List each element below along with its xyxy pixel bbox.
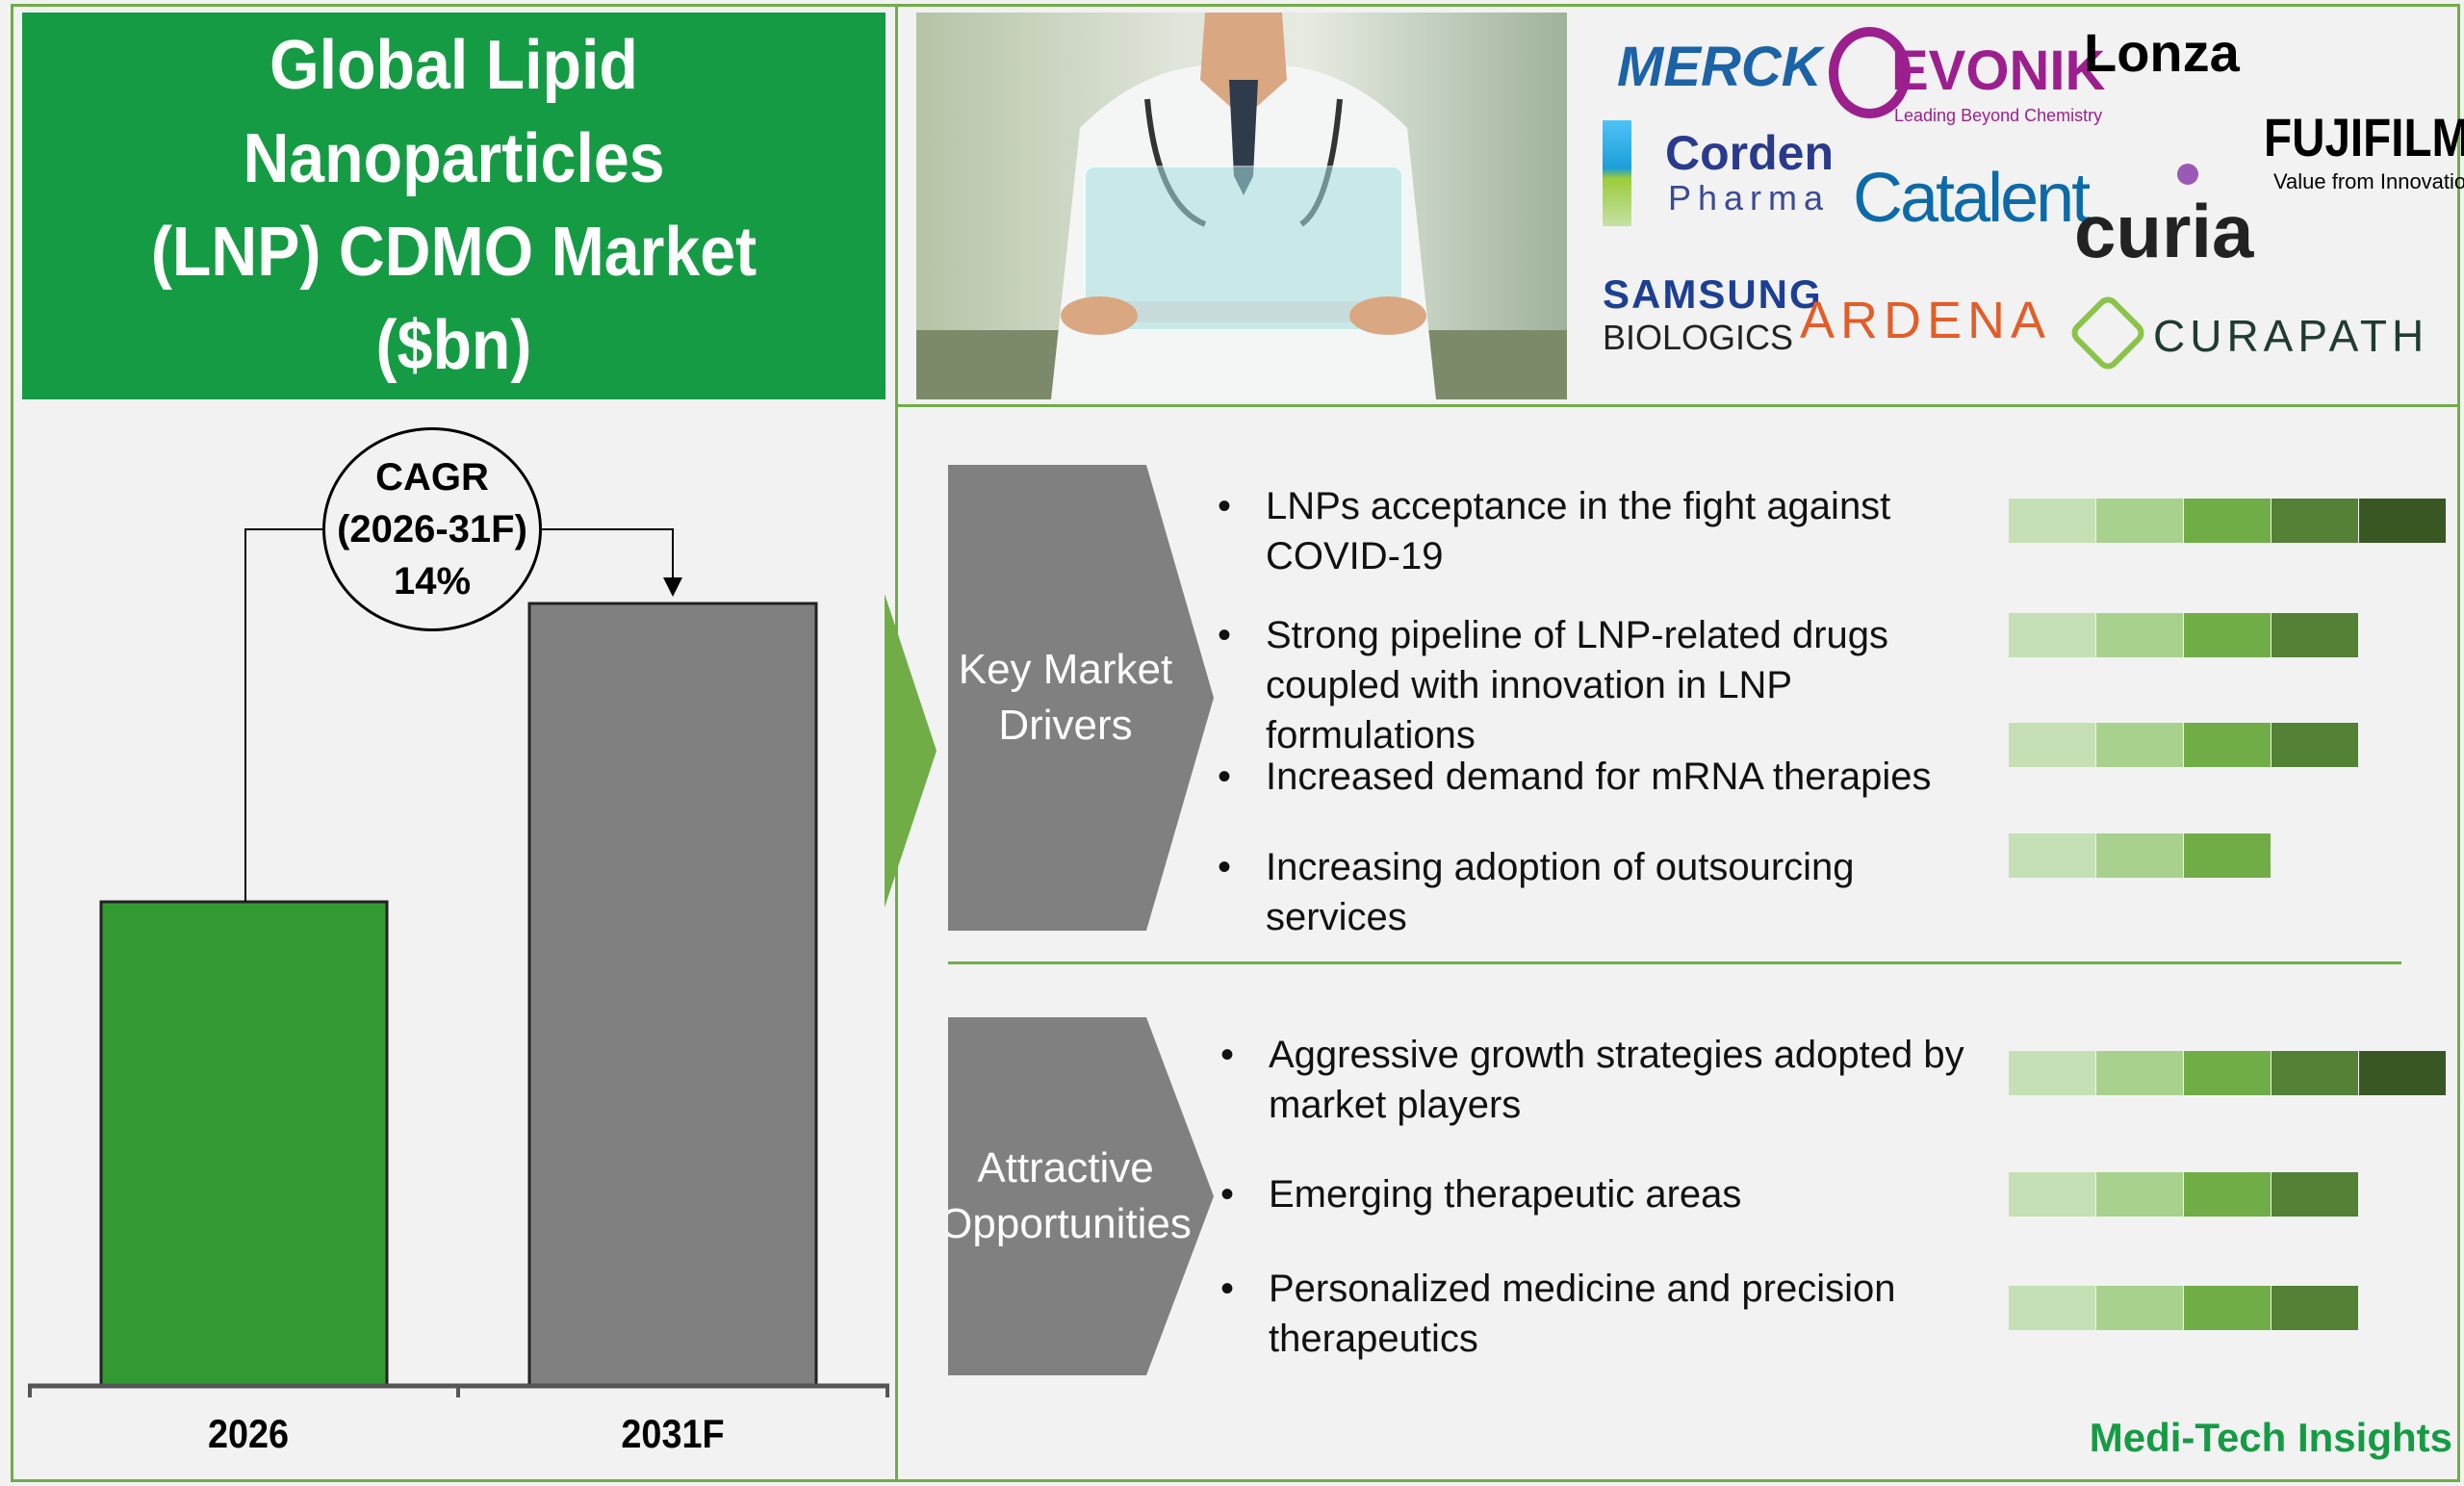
impact-level-bar <box>2009 1051 2447 1095</box>
level-segment <box>2359 1051 2446 1095</box>
level-segment <box>2009 613 2095 657</box>
doctor-photo <box>916 13 1567 399</box>
level-segment <box>2272 723 2358 767</box>
level-segment <box>2096 1051 2183 1095</box>
level-segment <box>2096 1286 2183 1330</box>
opportunity-item: Personalized medicine and precision ther… <box>1220 1264 1923 1364</box>
brand-label: Medi-Tech Insights <box>2089 1415 2452 1460</box>
logo-merck: MERCK <box>1617 36 1822 98</box>
driver-item: LNPs acceptance in the fight against COV… <box>1218 481 1978 581</box>
page-title: Global Lipid Nanoparticles (LNP) CDMO Ma… <box>57 19 851 393</box>
logo-fujifilm-tagline: Value from Innovation <box>2273 169 2464 193</box>
x-tick-label: 2026 <box>207 1411 290 1456</box>
level-segment <box>2009 1286 2095 1330</box>
level-segment <box>2096 1172 2183 1217</box>
logo-curapath: CURAPATH <box>2153 311 2429 361</box>
logo-fujifilm: FUJIFILM <box>2264 107 2464 167</box>
market-chart <box>28 528 889 1397</box>
level-segment <box>2184 613 2271 657</box>
impact-level-bar <box>2009 1286 2359 1330</box>
level-segment <box>2184 499 2271 543</box>
opportunity-item: Emerging therapeutic areas <box>1220 1169 1981 1219</box>
logo-samsung: SAMSUNG <box>1603 271 1823 317</box>
logo-corden: Corden <box>1665 126 1834 180</box>
impact-level-bar <box>2009 1172 2359 1217</box>
level-segment <box>2096 833 2183 878</box>
cagr-connector <box>539 528 674 579</box>
level-segment <box>2009 833 2095 878</box>
logo-evonik-mark <box>1829 27 1911 118</box>
level-segment <box>2272 499 2358 543</box>
level-segment <box>2009 723 2095 767</box>
bar-2031f <box>527 602 818 1388</box>
logo-curia-mark <box>2177 164 2198 185</box>
cagr-label: CAGR <box>375 456 489 499</box>
cagr-bubble: CAGR (2026-31F) 14% <box>322 427 542 631</box>
green-arrow-icon <box>885 594 937 908</box>
level-segment <box>2272 1051 2358 1095</box>
logo-evonik-tagline: Leading Beyond Chemistry <box>1894 106 2103 125</box>
cagr-period: (2026-31F) <box>337 508 527 551</box>
doctor-tablet-illustration <box>916 13 1567 399</box>
level-segment <box>2184 833 2271 878</box>
arrow-head-icon <box>663 577 682 597</box>
divider <box>895 404 2460 407</box>
logo-curia: curia <box>2074 189 2254 273</box>
logo-corden-mark <box>1603 120 1631 226</box>
bar-2026 <box>99 900 389 1388</box>
title-box: Global Lipid Nanoparticles (LNP) CDMO Ma… <box>22 13 886 399</box>
logo-pharma: Pharma <box>1668 178 1831 218</box>
cagr-connector <box>244 528 327 902</box>
x-tick-label: 2031F <box>621 1411 725 1456</box>
impact-level-bar <box>2009 613 2359 657</box>
level-segment <box>2184 1051 2271 1095</box>
opportunity-item: Aggressive growth strategies adopted by … <box>1220 1030 1981 1130</box>
level-segment <box>2096 723 2183 767</box>
driver-item: Increasing adoption of outsourcing servi… <box>1218 842 1978 942</box>
title-line: (LNP) CDMO Market <box>150 214 757 291</box>
title-line: Global Lipid Nanoparticles <box>243 27 665 197</box>
cagr-value: 14% <box>393 560 472 602</box>
logo-ardena: ARDENA <box>1800 292 2052 349</box>
logo-catalent: Catalent <box>1853 160 2091 237</box>
level-segment <box>2009 1172 2095 1217</box>
section-divider <box>948 961 2401 964</box>
level-segment <box>2184 723 2271 767</box>
level-segment <box>2009 499 2095 543</box>
impact-level-bar <box>2009 499 2447 543</box>
level-segment <box>2184 1172 2271 1217</box>
level-segment <box>2359 499 2446 543</box>
level-segment <box>2009 1051 2095 1095</box>
level-segment <box>2096 613 2183 657</box>
logo-biologics: BIOLOGICS <box>1603 318 1794 357</box>
logo-lonza: Lonza <box>2084 22 2240 83</box>
impact-level-bar <box>2009 833 2272 878</box>
logo-evonik: EVONIK <box>1891 39 2106 102</box>
level-segment <box>2096 499 2183 543</box>
level-segment <box>2272 1286 2358 1330</box>
title-line: ($bn) <box>375 307 532 384</box>
impact-level-bar <box>2009 723 2359 767</box>
driver-item: Strong pipeline of LNP-related drugs cou… <box>1218 610 1978 760</box>
frame <box>11 4 2460 1482</box>
level-segment <box>2184 1286 2271 1330</box>
level-segment <box>2272 613 2358 657</box>
driver-item: Increased demand for mRNA therapies <box>1218 752 1978 802</box>
level-segment <box>2272 1172 2358 1217</box>
